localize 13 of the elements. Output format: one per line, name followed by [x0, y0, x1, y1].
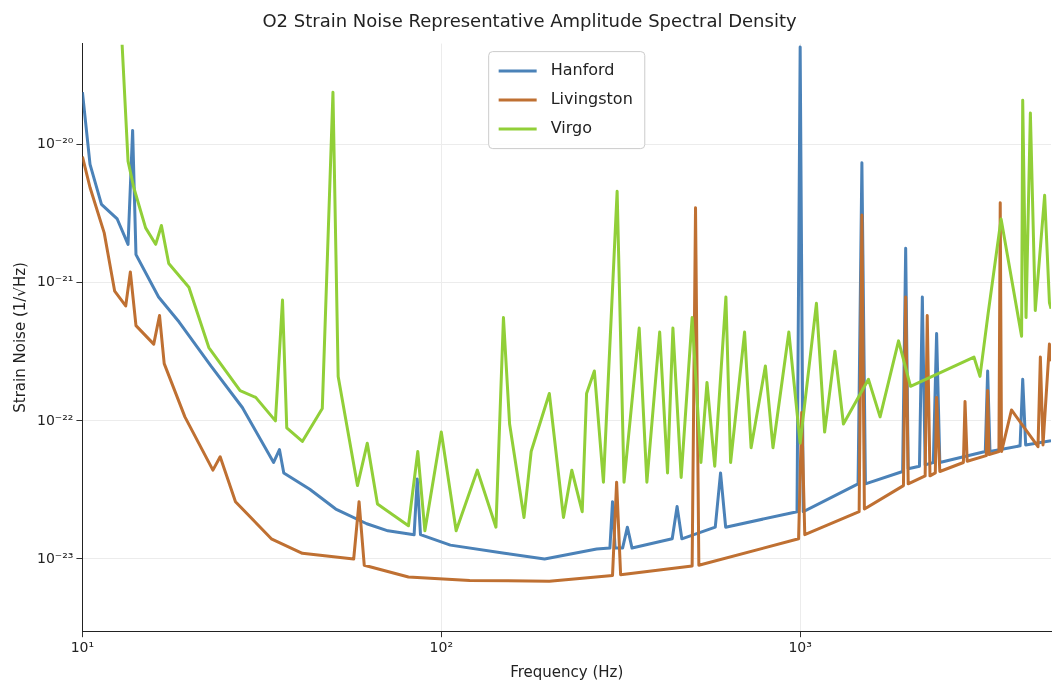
y-tick-label: 10⁻²³ — [36, 549, 74, 566]
y-tick-label: 10⁻²² — [36, 411, 74, 428]
legend-label: Virgo — [550, 118, 592, 138]
x-tick-label: 10² — [429, 639, 454, 656]
y-tick-label: 10⁻²⁰ — [36, 135, 74, 152]
legend-label: Livingston — [550, 89, 633, 109]
x-tick-label: 10³ — [788, 639, 812, 656]
x-axis-title: Frequency (Hz) — [510, 662, 624, 681]
legend-label: Hanford — [550, 60, 615, 80]
y-tick-label: 10⁻²¹ — [36, 273, 74, 290]
chart-title: O2 Strain Noise Representative Amplitude Spectral Density — [262, 10, 797, 32]
y-axis-title: Strain Noise (1/√Hz) — [10, 262, 29, 413]
x-tick-label: 10¹ — [70, 639, 95, 656]
